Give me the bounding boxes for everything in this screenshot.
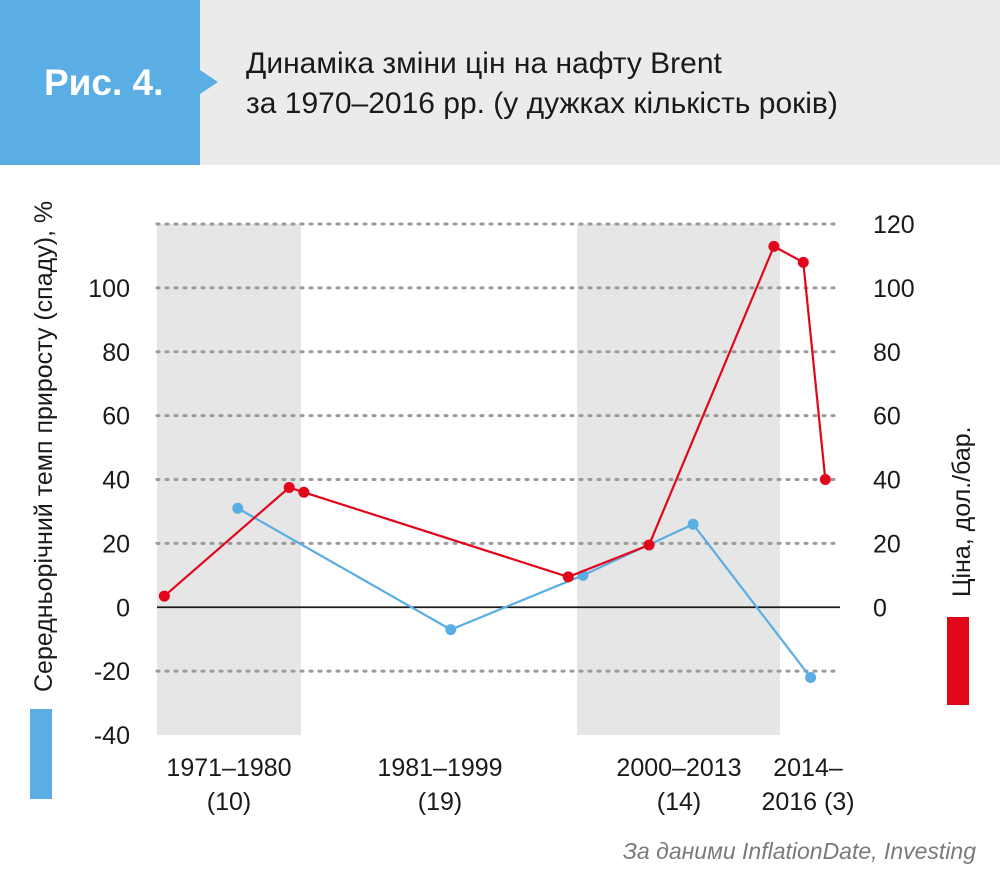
left-axis-ticks: 100 80 60 40 20 0 -20 -40 <box>88 275 130 750</box>
left-tick-label: 20 <box>102 530 130 558</box>
left-tick-label: 80 <box>102 339 130 367</box>
right-tick-label: 80 <box>873 339 901 367</box>
chart-area: 100 80 60 40 20 0 -20 -40 120 100 80 60 40 20 0 1971–… <box>30 201 976 816</box>
period-label: 2000–2013 <box>616 754 741 782</box>
left-tick-label: -40 <box>94 722 130 750</box>
grid-lines <box>155 222 842 673</box>
right-tick-label: 60 <box>873 403 901 431</box>
x-axis-labels: 1971–1980 (10) 1981–1999 (19) 2000–2013 (14) 2… <box>166 754 854 816</box>
series-point-price <box>562 571 574 583</box>
left-tick-label: -20 <box>94 658 130 686</box>
period-count: (10) <box>207 788 251 816</box>
figure-badge: Рис. 4. <box>0 0 218 165</box>
series-point-price <box>298 486 310 498</box>
series-point-growth <box>805 672 817 684</box>
legend-swatch-growth <box>30 709 52 799</box>
series-point-price <box>797 256 809 268</box>
series-point-price <box>768 240 780 252</box>
series-point-price <box>158 590 170 602</box>
right-tick-label: 120 <box>873 211 915 239</box>
right-axis-ticks: 120 100 80 60 40 20 0 <box>873 211 915 622</box>
left-tick-label: 0 <box>116 594 130 622</box>
right-tick-label: 0 <box>873 594 887 622</box>
series-point-price <box>283 481 295 493</box>
figure-title: Динаміка зміни цін на нафту Brent за 197… <box>246 44 838 124</box>
badge-shape <box>0 0 218 165</box>
title-line-2: за 1970–2016 рр. (у дужках кількість рок… <box>246 87 838 120</box>
series-point-price <box>819 474 831 485</box>
right-tick-label: 40 <box>873 467 901 495</box>
right-tick-label: 20 <box>873 530 901 558</box>
legend-swatch-price <box>947 617 969 705</box>
left-tick-label: 40 <box>102 467 130 495</box>
figure-header: Рис. 4. Динаміка зміни цін на нафту Bren… <box>0 0 1000 165</box>
period-label: 1971–1980 <box>166 754 291 782</box>
left-axis-label: Середньорічний темп приросту (спаду), % <box>30 201 58 692</box>
series-point-growth <box>687 518 699 530</box>
series-point-price <box>643 539 655 551</box>
left-tick-label: 60 <box>102 403 130 431</box>
period-label: 2014– <box>773 754 843 782</box>
left-tick-label: 100 <box>88 275 130 303</box>
period-label: 1981–1999 <box>377 754 502 782</box>
period-count: (19) <box>418 788 462 816</box>
title-line-1: Динаміка зміни цін на нафту Brent <box>246 47 722 80</box>
series-point-growth <box>445 624 457 636</box>
right-tick-label: 100 <box>873 275 915 303</box>
figure-number: Рис. 4. <box>44 62 164 103</box>
series-point-growth <box>232 502 244 514</box>
right-axis-label: Ціна, дол./бар. <box>948 426 976 597</box>
period-count: (14) <box>657 788 701 816</box>
series-group <box>158 240 831 684</box>
source-note: За даними InflationDate, Investing <box>622 838 976 864</box>
period-count: 2016 (3) <box>761 788 854 816</box>
